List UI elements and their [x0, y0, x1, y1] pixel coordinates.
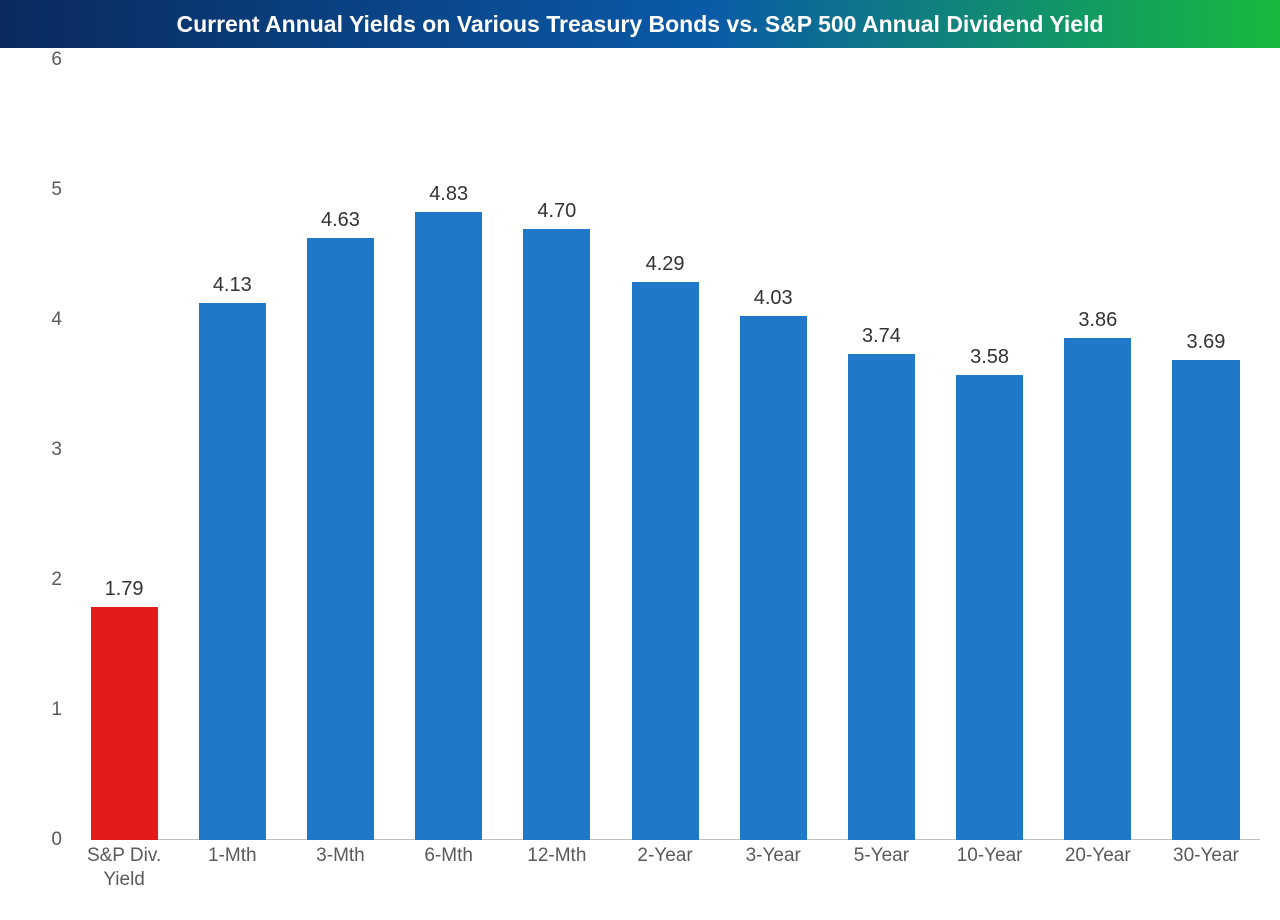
- x-tick-label: S&P Div.Yield: [70, 844, 178, 902]
- yield-bar-chart: Current Annual Yields on Various Treasur…: [0, 0, 1280, 920]
- x-tick-label: 6-Mth: [395, 844, 503, 902]
- x-tick-label: 2-Year: [611, 844, 719, 902]
- y-axis: 0123456: [40, 60, 70, 840]
- bar-value-label: 4.03: [754, 287, 793, 310]
- bar-slot: 3.74: [827, 60, 935, 840]
- y-tick: 4: [51, 309, 62, 331]
- bar: 3.74: [848, 354, 915, 840]
- x-tick-label: 3-Year: [719, 844, 827, 902]
- x-tick-label: 5-Year: [827, 844, 935, 902]
- x-tick-label: 1-Mth: [178, 844, 286, 902]
- bar-slot: 4.83: [395, 60, 503, 840]
- bar-value-label: 4.83: [429, 183, 468, 206]
- bar-value-label: 3.58: [970, 346, 1009, 369]
- bar: 4.70: [523, 229, 590, 840]
- chart-title-bar: Current Annual Yields on Various Treasur…: [0, 0, 1280, 48]
- x-tick-label: 10-Year: [936, 844, 1044, 902]
- bar: 3.86: [1064, 338, 1131, 840]
- bar-slot: 4.63: [286, 60, 394, 840]
- bar-slot: 4.29: [611, 60, 719, 840]
- bar-value-label: 3.69: [1187, 331, 1226, 354]
- bar-value-label: 4.29: [646, 253, 685, 276]
- x-tick-label: 12-Mth: [503, 844, 611, 902]
- bar: 4.13: [199, 303, 266, 840]
- bar: 4.29: [632, 282, 699, 840]
- bar: 1.79: [91, 607, 158, 840]
- bar-slot: 1.79: [70, 60, 178, 840]
- y-tick: 3: [51, 439, 62, 461]
- bar-slot: 4.70: [503, 60, 611, 840]
- bar-value-label: 4.63: [321, 209, 360, 232]
- bar-value-label: 4.70: [537, 200, 576, 223]
- y-tick: 0: [51, 829, 62, 851]
- bar-value-label: 3.86: [1078, 309, 1117, 332]
- y-tick: 2: [51, 569, 62, 591]
- bar: 3.69: [1172, 360, 1239, 840]
- bar-slot: 4.03: [719, 60, 827, 840]
- x-tick-label: 30-Year: [1152, 844, 1260, 902]
- bars-region: 1.79 4.13 4.63 4.83 4.70 4.29 4.03 3.74 3.58 3.86…: [70, 60, 1260, 840]
- bar: 3.58: [956, 375, 1023, 840]
- bar: 4.63: [307, 238, 374, 840]
- y-tick: 1: [51, 699, 62, 721]
- bar-value-label: 3.74: [862, 325, 901, 348]
- y-tick: 5: [51, 179, 62, 201]
- x-axis-labels: S&P Div.Yield1-Mth3-Mth6-Mth12-Mth2-Year…: [70, 844, 1260, 902]
- bar: 4.03: [740, 316, 807, 840]
- x-tick-label: 20-Year: [1044, 844, 1152, 902]
- bar-slot: 4.13: [178, 60, 286, 840]
- bar-value-label: 4.13: [213, 274, 252, 297]
- bar: 4.83: [415, 212, 482, 840]
- bar-value-label: 1.79: [105, 578, 144, 601]
- x-tick-label: 3-Mth: [286, 844, 394, 902]
- bar-slot: 3.69: [1152, 60, 1260, 840]
- y-tick: 6: [51, 49, 62, 71]
- plot-area: 0123456 1.794.134.634.834.704.294.033.74…: [40, 60, 1260, 840]
- bar-slot: 3.86: [1044, 60, 1152, 840]
- chart-title: Current Annual Yields on Various Treasur…: [176, 11, 1103, 38]
- bar-slot: 3.58: [936, 60, 1044, 840]
